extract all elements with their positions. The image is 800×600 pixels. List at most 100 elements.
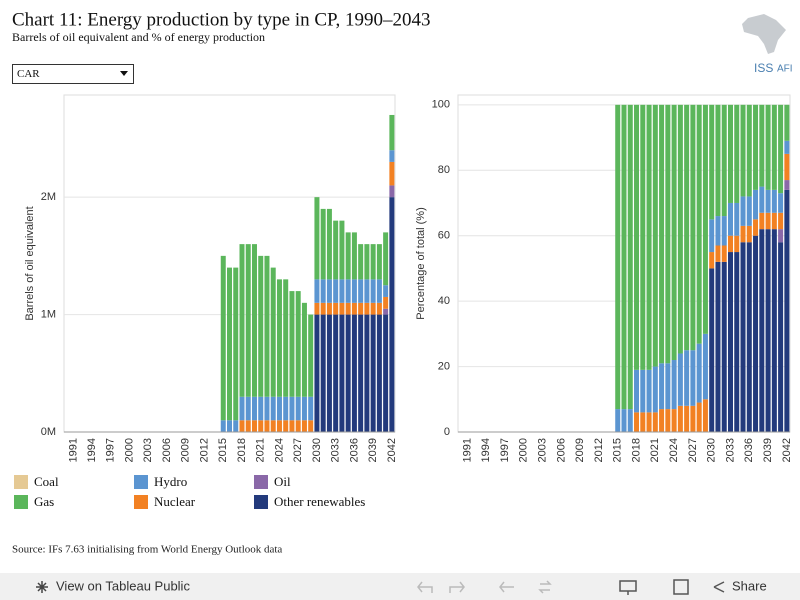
download-icon[interactable]: [619, 580, 637, 595]
fullscreen-icon[interactable]: [673, 579, 689, 595]
bar-segment: [696, 104, 702, 344]
bar-segment: [389, 114, 395, 151]
bar-segment: [677, 405, 683, 432]
bar-segment: [295, 420, 301, 432]
y-tick-label: 0M: [41, 426, 56, 438]
logo-text: ISS: [754, 61, 773, 75]
bar-segment: [283, 420, 289, 432]
bar-segment: [740, 196, 746, 226]
filter-dropdown[interactable]: CAR: [12, 64, 134, 84]
bar-segment: [264, 396, 270, 421]
y-tick-label: 40: [438, 295, 450, 307]
bar-segment: [370, 314, 376, 432]
bar-segment: [364, 314, 370, 432]
bar-segment: [746, 242, 752, 432]
bar-segment: [345, 279, 351, 303]
x-tick-label: 1994: [480, 438, 492, 462]
x-tick-label: 1991: [461, 438, 473, 462]
x-tick-label: 2003: [536, 438, 548, 462]
bar-segment: [339, 220, 345, 280]
x-tick-label: 2006: [555, 438, 567, 462]
bar-segment: [289, 396, 295, 421]
bar-segment: [715, 261, 721, 432]
bar-segment: [227, 267, 232, 421]
bar-segment: [734, 235, 740, 253]
bar-segment: [314, 197, 320, 280]
bar-segment: [245, 420, 251, 432]
bar-segment: [308, 420, 314, 432]
bar-segment: [376, 302, 382, 315]
bar-segment: [646, 104, 652, 370]
bar-segment: [351, 232, 357, 280]
y-tick-label: 80: [438, 164, 450, 176]
bar-segment: [665, 104, 671, 364]
bar-segment: [753, 219, 759, 236]
redo-icon[interactable]: [449, 581, 465, 593]
bar-segment: [251, 396, 257, 421]
view-text[interactable]: View on Tableau Public: [56, 578, 190, 593]
share-icon[interactable]: [713, 581, 725, 593]
x-tick-label: 2042: [386, 438, 398, 462]
bar-segment: [702, 399, 708, 432]
view-icon[interactable]: [36, 581, 48, 593]
bar-segment: [314, 314, 320, 432]
refresh-icon[interactable]: [538, 580, 552, 594]
x-tick-label: 2000: [123, 438, 135, 462]
bar-segment: [634, 412, 640, 432]
bar-segment: [308, 314, 314, 397]
bar-segment: [376, 244, 382, 280]
bar-segment: [677, 353, 683, 406]
bar-segment: [784, 153, 790, 181]
bar-segment: [740, 225, 746, 243]
bar-segment: [358, 244, 364, 280]
bar-segment: [734, 202, 740, 236]
bar-segment: [364, 302, 370, 315]
bar-segment: [727, 104, 733, 203]
bar-segment: [659, 409, 665, 432]
bar-segment: [671, 360, 677, 410]
bar-segment: [345, 302, 351, 315]
undo-icon[interactable]: [417, 581, 433, 593]
legend-label: Hydro: [154, 474, 187, 489]
bar-segment: [646, 412, 652, 432]
bar-segment: [326, 208, 332, 280]
bar-segment: [295, 291, 301, 397]
bar-segment: [759, 104, 765, 187]
bar-segment: [276, 420, 282, 432]
bar-segment: [759, 229, 765, 432]
bar-segment: [364, 279, 370, 303]
legend-swatch: [134, 475, 148, 489]
dropdown-arrow[interactable]: [120, 71, 128, 76]
bar-segment: [389, 161, 395, 186]
bar-segment: [690, 350, 696, 406]
bar-segment: [301, 396, 307, 421]
bar-segment: [314, 302, 320, 315]
dropdown-box[interactable]: [12, 64, 134, 84]
bar-segment: [771, 212, 777, 230]
bar-segment: [320, 279, 326, 303]
bar-segment: [301, 420, 307, 432]
bar-segment: [640, 104, 646, 370]
bar-segment: [746, 225, 752, 243]
dropdown-value[interactable]: CAR: [17, 68, 40, 80]
bar-segment: [333, 302, 339, 315]
bar-segment: [289, 420, 295, 432]
view-link[interactable]: View on Tableau Public: [36, 578, 190, 593]
bar-segment: [778, 193, 784, 213]
bar-segment: [684, 104, 690, 351]
revert-icon[interactable]: [499, 581, 514, 593]
bar-segment: [233, 267, 239, 421]
source: Source: IFs 7.63 initialising from World…: [12, 544, 282, 556]
share-text[interactable]: Share: [732, 578, 767, 593]
bar-segment: [358, 279, 364, 303]
bar-segment: [358, 314, 364, 432]
bar-segment: [671, 409, 677, 432]
bar-segment: [740, 104, 746, 197]
x-tick-label: 2000: [518, 438, 530, 462]
bar-segment: [314, 279, 320, 303]
bar-segment: [351, 314, 357, 432]
bar-segment: [264, 420, 270, 432]
legend-swatch: [254, 475, 268, 489]
bar-segment: [665, 363, 671, 410]
bar-segment: [702, 333, 708, 400]
